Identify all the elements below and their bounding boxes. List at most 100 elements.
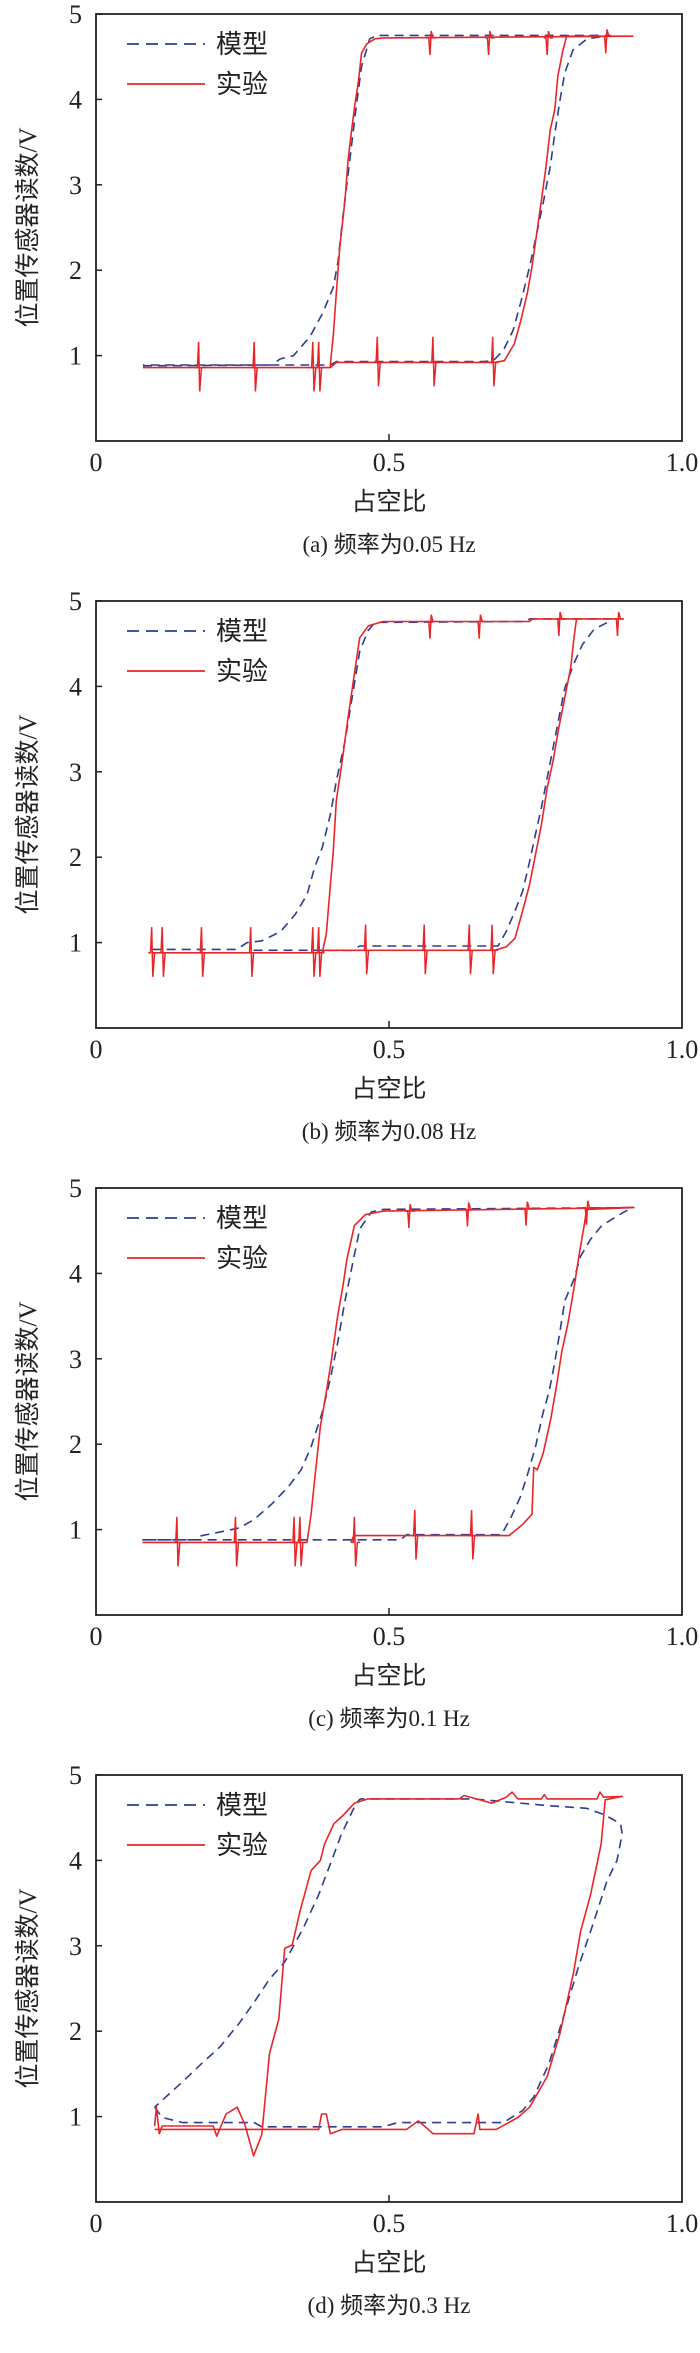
y-tick-label: 5	[69, 587, 82, 616]
x-tick-label: 0.5	[373, 1622, 406, 1651]
y-tick-label: 2	[69, 2017, 82, 2046]
legend-label: 模型	[216, 1204, 268, 1233]
experiment-spike	[485, 30, 495, 56]
experiment-spike	[522, 1201, 532, 1226]
y-tick-label: 4	[69, 1846, 82, 1875]
chart-svg: 1 2 3 4 5 0 0.5 1.0 占空比 位置传感器读数/V (b) 频率为0.08 Hz 模型…	[14, 587, 699, 1144]
y-tick-label: 1	[69, 2103, 82, 2132]
y-axis-label: 位置传感器读数/V	[14, 127, 42, 327]
experiment-spike	[468, 1509, 478, 1560]
x-tick-label: 0.5	[373, 1035, 406, 1064]
experiment-spike	[198, 927, 208, 977]
experiment-spike	[350, 1516, 361, 1567]
experiment-spike	[489, 336, 499, 387]
experiment-spike	[488, 924, 498, 975]
plot-frame	[95, 1187, 683, 1616]
model-series-line	[142, 1206, 633, 1541]
y-tick-label: 1	[69, 929, 82, 958]
experiment-spike	[420, 924, 430, 975]
experiment-series-line	[151, 618, 625, 954]
y-tick-label: 4	[69, 1259, 82, 1288]
x-tick-label: 0	[90, 2209, 103, 2238]
experiment-spike	[173, 1516, 183, 1567]
plot-frame	[95, 13, 683, 442]
legend-label: 实验	[216, 1244, 268, 1273]
experiment-spike	[405, 1204, 415, 1229]
experiment-spike	[232, 1516, 242, 1567]
model-series-line	[142, 34, 611, 367]
y-axis-label: 位置传感器读数/V	[14, 1301, 42, 1501]
experiment-spike	[158, 927, 169, 977]
x-axis-label: 占空比	[351, 1075, 426, 1103]
model-series-line	[153, 1798, 624, 2128]
experiment-spike	[247, 927, 257, 977]
experiment-spike	[195, 341, 205, 392]
y-tick-label: 3	[69, 758, 82, 787]
experiment-spike	[475, 614, 486, 639]
legend-label: 模型	[216, 1791, 268, 1820]
experiment-spike	[373, 336, 384, 387]
chart-panel-c: 1 2 3 4 5 0 0.5 1.0 占空比 位置传感器读数/V (c) 频率为0.1 Hz 模型实…	[0, 1174, 700, 1761]
experiment-spike	[426, 30, 436, 56]
chart-svg: 1 2 3 4 5 0 0.5 1.0 占空比 位置传感器读数/V (a) 频率为0.05 Hz 模型…	[14, 0, 699, 557]
y-tick-label: 4	[69, 672, 82, 701]
y-tick-label: 2	[69, 843, 82, 872]
chart-svg: 1 2 3 4 5 0 0.5 1.0 占空比 位置传感器读数/V (d) 频率为0.3 Hz 模型实…	[14, 1761, 699, 2318]
experiment-spike	[362, 924, 372, 975]
legend-label: 实验	[216, 1831, 268, 1860]
chart-panel-d: 1 2 3 4 5 0 0.5 1.0 占空比 位置传感器读数/V (d) 频率为0.3 Hz 模型实…	[0, 1761, 700, 2348]
experiment-spike	[315, 927, 325, 977]
plot-frame	[95, 600, 683, 1029]
y-tick-label: 5	[69, 1761, 82, 1790]
experiment-spike	[429, 336, 439, 387]
x-axis-label: 占空比	[351, 2249, 426, 2277]
experiment-spike	[583, 1200, 593, 1225]
experiment-spike	[614, 611, 624, 637]
x-tick-label: 1.0	[666, 2209, 699, 2238]
x-axis-label: 占空比	[351, 1662, 426, 1690]
experiment-spike	[148, 927, 158, 977]
experiment-spike	[602, 29, 612, 54]
x-tick-label: 1.0	[666, 448, 699, 477]
legend-label: 模型	[216, 30, 268, 59]
experiment-series-line	[153, 1791, 624, 2157]
x-tick-label: 0.5	[373, 2209, 406, 2238]
experiment-spike	[555, 611, 565, 637]
experiment-spike	[543, 30, 554, 56]
y-tick-label: 1	[69, 342, 82, 371]
legend-label: 实验	[216, 70, 268, 99]
subplot-caption: (b) 频率为0.08 Hz	[302, 1119, 476, 1144]
legend-label: 实验	[216, 657, 268, 686]
y-tick-label: 3	[69, 1345, 82, 1374]
subplot-caption: (d) 频率为0.3 Hz	[308, 2293, 471, 2318]
y-tick-label: 3	[69, 171, 82, 200]
y-tick-label: 1	[69, 1516, 82, 1545]
experiment-spike	[315, 341, 325, 392]
experiment-spike	[426, 614, 436, 639]
experiment-series-line	[142, 35, 634, 369]
x-tick-label: 0.5	[373, 448, 406, 477]
experiment-spike	[250, 341, 261, 392]
experiment-spike	[411, 1509, 421, 1560]
y-tick-label: 5	[69, 1174, 82, 1203]
y-tick-label: 2	[69, 256, 82, 285]
y-tick-label: 2	[69, 1430, 82, 1459]
x-axis-label: 占空比	[351, 488, 426, 516]
experiment-spike	[464, 1202, 474, 1227]
legend-label: 模型	[216, 617, 268, 646]
subplot-caption: (a) 频率为0.05 Hz	[302, 532, 475, 557]
chart-svg: 1 2 3 4 5 0 0.5 1.0 占空比 位置传感器读数/V (c) 频率为0.1 Hz 模型实…	[14, 1174, 698, 1731]
y-tick-label: 5	[69, 0, 82, 29]
chart-panel-a: 1 2 3 4 5 0 0.5 1.0 占空比 位置传感器读数/V (a) 频率为0.05 Hz 模型…	[0, 0, 700, 587]
x-tick-label: 0	[90, 1622, 103, 1651]
subplot-caption: (c) 频率为0.1 Hz	[308, 1706, 470, 1731]
chart-panel-b: 1 2 3 4 5 0 0.5 1.0 占空比 位置传感器读数/V (b) 频率为0.08 Hz 模型…	[0, 587, 700, 1174]
x-tick-label: 1.0	[666, 1035, 699, 1064]
x-tick-label: 0	[90, 448, 103, 477]
y-axis-label: 位置传感器读数/V	[14, 1888, 42, 2088]
y-tick-label: 3	[69, 1932, 82, 1961]
